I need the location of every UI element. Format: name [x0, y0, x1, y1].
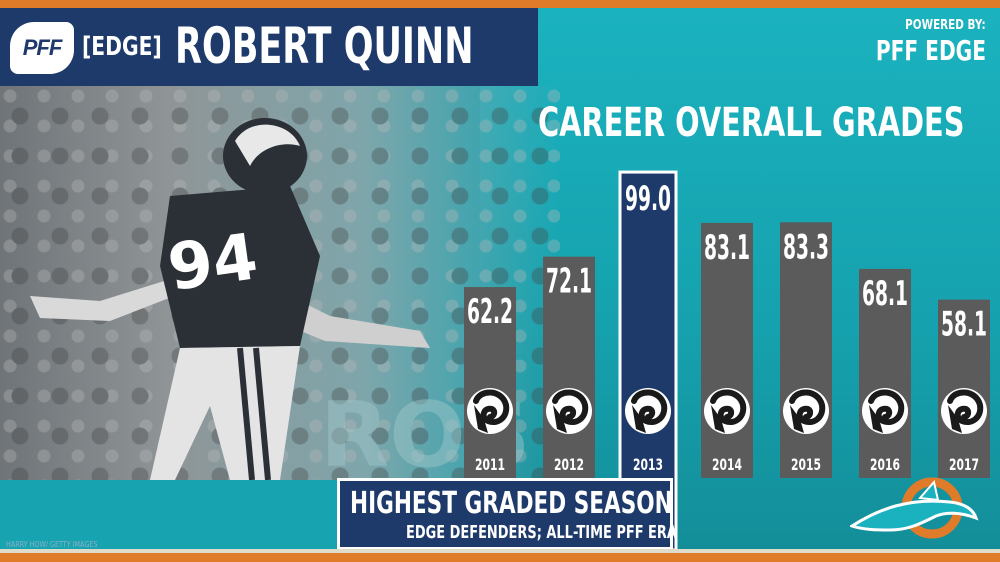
frame-bottom-inner: [0, 549, 1000, 553]
bar-group-2014: 83.1 2014: [701, 222, 753, 478]
photo-credit: HARRY HOW/ GETTY IMAGES: [6, 540, 98, 549]
year-label-2014: 2014: [712, 455, 742, 474]
bar-group-2017: 58.1 2017: [938, 299, 990, 478]
bar-2016: [859, 268, 911, 478]
chart-title: CAREER OVERALL GRADES: [538, 100, 965, 146]
rams-horn-icon: [862, 388, 908, 434]
value-label-2014: 83.1: [704, 228, 750, 268]
pff-logo: PFF: [10, 22, 74, 74]
value-label-2015: 83.3: [783, 227, 829, 267]
player-name: ROBERT QUINN: [175, 17, 474, 75]
highlight-title: HIGHEST GRADED SEASON: [350, 486, 673, 521]
rams-horn-icon: [467, 388, 513, 434]
bar-group-2016: 68.1 2016: [859, 268, 911, 478]
year-label-2017: 2017: [949, 455, 979, 474]
bar-2015: [780, 222, 832, 478]
bar-group-2012: 72.1 2012: [543, 256, 595, 478]
frame-bottom: [0, 553, 1000, 562]
bar-group-2011: 62.2 2011: [464, 287, 516, 478]
value-label-2016: 68.1: [862, 274, 908, 314]
highlight-box: HIGHEST GRADED SEASON EDGE DEFENDERS; AL…: [337, 478, 677, 550]
rams-horn-icon: [783, 388, 829, 434]
dolphins-logo-icon: [850, 477, 979, 539]
header-bar: [0, 8, 538, 86]
svg-text:94: 94: [164, 220, 262, 306]
year-label-2016: 2016: [870, 455, 900, 474]
bar-group-2015: 83.3 2015: [780, 222, 832, 478]
value-label-2017: 58.1: [941, 305, 987, 345]
value-label-2013: 99.0: [625, 179, 671, 219]
powered-by-label: POWERED BY:: [905, 18, 986, 33]
year-label-2011: 2011: [475, 455, 505, 474]
year-label-2013: 2013: [633, 455, 663, 474]
position-tag: [EDGE]: [82, 32, 162, 62]
rams-horn-icon: [704, 388, 750, 434]
player-photo: 94 ROS: [0, 86, 560, 480]
year-label-2012: 2012: [554, 455, 584, 474]
highlight-subtitle: EDGE DEFENDERS; ALL-TIME PFF ERA: [406, 522, 677, 543]
powered-by-brand: PFF EDGE: [875, 34, 986, 67]
rams-horn-icon: [625, 388, 671, 434]
bar-2011: [464, 287, 516, 478]
frame-top: [0, 0, 1000, 8]
bar-2012: [543, 256, 595, 478]
bar-2014: [701, 222, 753, 478]
rams-horn-icon: [941, 388, 987, 434]
player-silhouette: 94 ROS: [30, 118, 531, 480]
pff-logo-text: PFF: [22, 35, 63, 60]
year-label-2015: 2015: [791, 455, 821, 474]
value-label-2012: 72.1: [546, 262, 592, 302]
rams-horn-icon: [546, 388, 592, 434]
value-label-2011: 62.2: [467, 292, 513, 332]
